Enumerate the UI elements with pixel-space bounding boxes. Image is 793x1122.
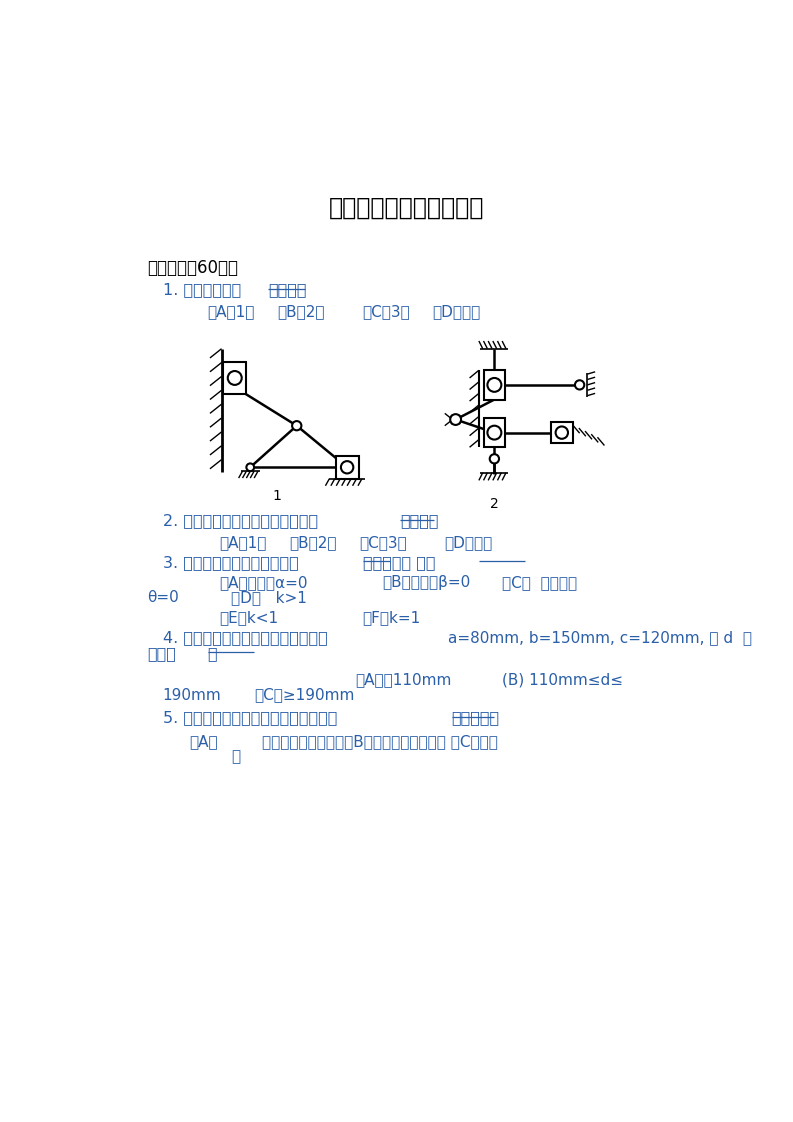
Circle shape: [488, 425, 501, 440]
Bar: [223, 361, 247, 394]
Text: 机械设计基础模拟试题二: 机械设计基础模拟试题二: [328, 196, 484, 220]
Circle shape: [247, 463, 254, 471]
Text: 原动件。: 原动件。: [400, 514, 439, 528]
Text: （A）1个: （A）1个: [208, 304, 255, 319]
Circle shape: [341, 461, 354, 473]
Text: 死点位置；: 死点位置；: [452, 710, 500, 726]
Circle shape: [292, 421, 301, 431]
Text: （C）3个: （C）3个: [358, 535, 407, 550]
Text: 1: 1: [273, 489, 282, 503]
Text: 2: 2: [490, 497, 499, 511]
Text: （D）   k>1: （D） k>1: [231, 590, 307, 606]
Text: （D）没有: （D）没有: [432, 304, 481, 319]
Text: （B）2个: （B）2个: [278, 304, 325, 319]
Bar: [484, 419, 505, 448]
Text: θ=0: θ=0: [147, 590, 179, 606]
Circle shape: [575, 380, 584, 389]
Text: ，行程速比 系数: ，行程速比 系数: [362, 555, 435, 570]
Text: a=80mm, b=150mm, c=120mm, 则 d  杆: a=80mm, b=150mm, c=120mm, 则 d 杆: [448, 631, 752, 645]
Text: （E）k<1: （E）k<1: [219, 610, 278, 625]
Circle shape: [228, 371, 242, 385]
Text: 190mm: 190mm: [163, 688, 221, 702]
Text: （F）k=1: （F）k=1: [362, 610, 421, 625]
Text: （A）1个: （A）1个: [219, 535, 266, 550]
Text: （B）2个: （B）2个: [289, 535, 336, 550]
Text: 一、填空（60分）: 一、填空（60分）: [147, 259, 238, 277]
Text: （D）没有: （D）没有: [444, 535, 492, 550]
Text: 2. 图示机构要有确定运动，需要有: 2. 图示机构要有确定运动，需要有: [163, 514, 318, 528]
Text: （A）: （A）: [189, 734, 217, 748]
Text: 3. 平面四杆机构无急回特性时: 3. 平面四杆机构无急回特性时: [163, 555, 298, 570]
Text: （A）压力角α=0: （A）压力角α=0: [219, 576, 308, 590]
Text: 在: 在: [231, 749, 240, 764]
Text: 4. 在双曲柄机构中，已知三杆长度为: 4. 在双曲柄机构中，已知三杆长度为: [163, 631, 328, 645]
Circle shape: [488, 378, 501, 392]
Text: （C）  极位夹角: （C） 极位夹角: [502, 576, 577, 590]
Circle shape: [556, 426, 568, 439]
Text: 虚约束。: 虚约束。: [268, 283, 307, 297]
Text: 长度为: 长度为: [147, 646, 176, 661]
Text: 。: 。: [208, 646, 217, 661]
Bar: [484, 370, 505, 399]
Bar: [551, 422, 573, 443]
Text: (B) 110mm≤d≤: (B) 110mm≤d≤: [502, 672, 623, 687]
Text: 曲柄与连杆共线时为（B）摇杆与连杆共线时 （C）不存: 曲柄与连杆共线时为（B）摇杆与连杆共线时 （C）不存: [262, 734, 498, 748]
Text: 5. 曲柄摇杆机构中，曲柄为主动件时，: 5. 曲柄摇杆机构中，曲柄为主动件时，: [163, 710, 337, 726]
Text: （C）3个: （C）3个: [362, 304, 410, 319]
Circle shape: [450, 414, 461, 425]
Circle shape: [490, 454, 499, 463]
Text: （B）传动角β=0: （B）传动角β=0: [382, 576, 470, 590]
Bar: [335, 456, 358, 479]
Text: （A）＜110mm: （A）＜110mm: [355, 672, 451, 687]
Text: 1. 图示机构中有: 1. 图示机构中有: [163, 283, 241, 297]
Text: （C）≥190mm: （C）≥190mm: [254, 688, 354, 702]
